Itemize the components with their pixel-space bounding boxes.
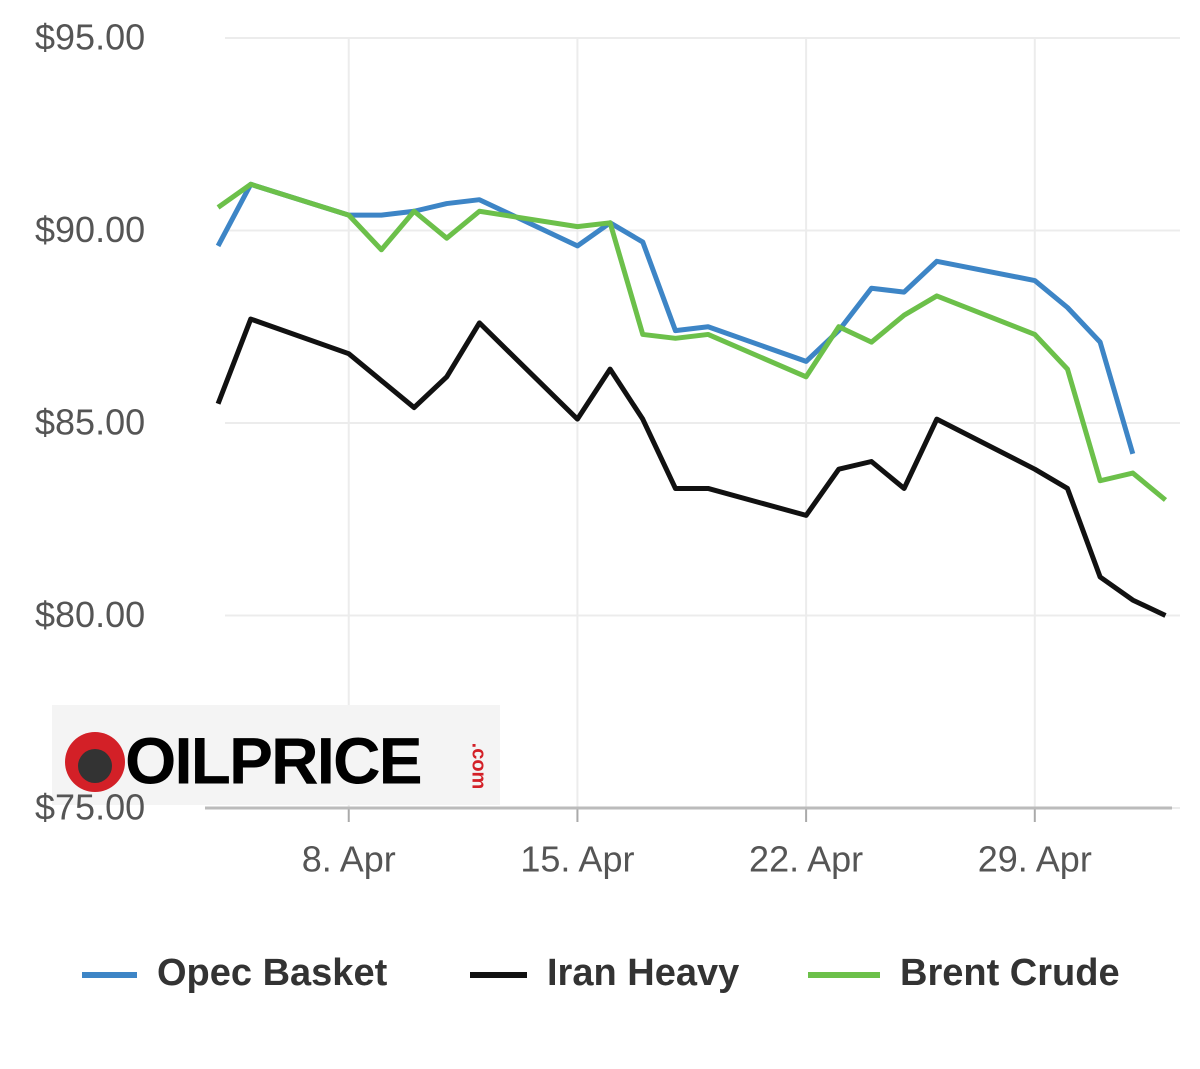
y-tick-label: $80.00 — [35, 594, 145, 635]
y-tick-label: $75.00 — [35, 787, 145, 828]
logo: OILPRICE .com — [52, 705, 500, 805]
series-line — [216, 181, 1168, 502]
y-tick-label: $90.00 — [35, 209, 145, 250]
x-tick-label: 15. Apr — [520, 839, 634, 880]
logo-suffix: .com — [468, 743, 490, 790]
y-tick-label: $85.00 — [35, 402, 145, 443]
x-tick-label: 29. Apr — [978, 839, 1092, 880]
series-line — [215, 181, 1136, 455]
logo-icon-inner — [78, 749, 112, 783]
legend-label: Opec Basket — [157, 952, 388, 994]
logo-text: OILPRICE — [125, 723, 421, 797]
y-tick-label: $95.00 — [35, 17, 145, 58]
legend-label: Brent Crude — [900, 952, 1120, 994]
logo-box — [52, 705, 500, 805]
legend-label: Iran Heavy — [547, 952, 739, 994]
x-tick-label: 8. Apr — [302, 839, 396, 880]
series-line — [215, 316, 1167, 618]
x-tick-label: 22. Apr — [749, 839, 863, 880]
